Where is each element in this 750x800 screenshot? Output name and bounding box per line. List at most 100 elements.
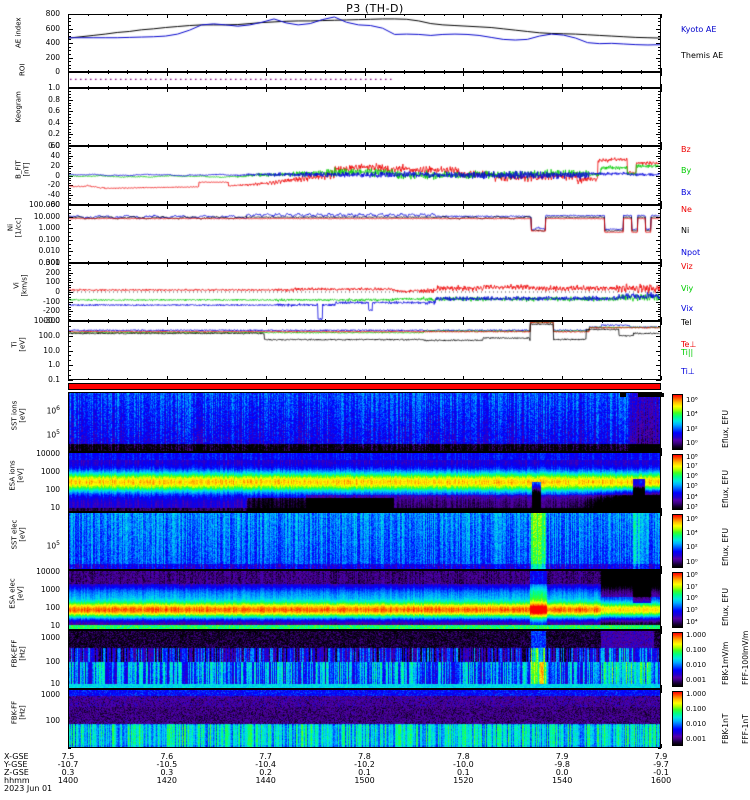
x-minor-tick — [542, 450, 543, 452]
x-minor-tick — [582, 70, 583, 72]
colorbar-tick: 10⁷ — [686, 462, 698, 471]
x-minor-tick — [127, 450, 128, 452]
colorbar-tick: 10⁸ — [686, 570, 698, 579]
x-minor-tick — [325, 568, 326, 570]
cb-esa-ion — [672, 454, 683, 510]
y-minor-tick — [68, 105, 71, 106]
x-minor-tick — [621, 144, 622, 146]
x-minor-tick — [365, 70, 366, 72]
x-minor-tick — [444, 450, 445, 452]
x-minor-tick — [108, 203, 109, 205]
x-minor-tick — [285, 88, 286, 90]
x-minor-tick — [384, 70, 385, 72]
x-minor-tick — [167, 628, 168, 630]
x-minor-tick — [404, 450, 405, 452]
y-minor-tick — [658, 105, 661, 106]
x-minor-tick — [246, 261, 247, 263]
y-axis-label-fbk_scf: FBK-FF [Hz] — [10, 700, 27, 724]
x-minor-tick — [641, 144, 642, 146]
x-minor-tick — [404, 319, 405, 321]
x-tick — [661, 570, 662, 574]
x-minor-tick — [523, 510, 524, 512]
x-minor-tick — [187, 70, 188, 72]
x-minor-tick — [384, 687, 385, 689]
axis-value: -10.4 — [255, 760, 276, 769]
x-minor-tick — [345, 70, 346, 72]
x-minor-tick — [68, 72, 69, 74]
x-minor-tick — [108, 378, 109, 380]
y-minor-tick — [68, 88, 71, 89]
colorbar-tick: 10⁴ — [686, 529, 698, 538]
y-minor-tick — [68, 392, 71, 393]
x-tick — [68, 512, 69, 516]
x-minor-tick — [226, 628, 227, 630]
x-minor-tick — [444, 319, 445, 321]
x-minor-tick — [562, 86, 563, 88]
x-minor-tick — [661, 88, 662, 90]
y-minor-tick — [658, 146, 661, 147]
x-minor-tick — [365, 203, 366, 205]
x-minor-tick — [602, 746, 603, 748]
y-minor-tick — [68, 263, 71, 264]
x-minor-tick — [503, 687, 504, 689]
x-minor-tick — [68, 14, 69, 16]
bfit-plot — [69, 147, 660, 204]
x-minor-tick — [384, 510, 385, 512]
x-minor-tick — [483, 378, 484, 380]
x-minor-tick — [246, 378, 247, 380]
x-minor-tick — [562, 203, 563, 205]
x-tick — [68, 689, 69, 693]
x-minor-tick — [365, 628, 366, 630]
x-minor-tick — [661, 205, 662, 207]
x-minor-tick — [108, 687, 109, 689]
x-minor-tick — [266, 510, 267, 512]
y-tick-label: 10000 — [36, 449, 60, 459]
x-minor-tick — [108, 450, 109, 452]
y-minor-tick — [658, 114, 661, 115]
y-minor-tick — [658, 14, 661, 15]
x-minor-tick — [444, 144, 445, 146]
y-tick-label: 0.4 — [48, 117, 60, 127]
x-minor-tick — [424, 510, 425, 512]
y-axis-label-keogram: Keogram — [14, 91, 23, 123]
x-minor-tick — [147, 687, 148, 689]
colorbar-tick: 0.001 — [686, 734, 707, 743]
y-axis-label-esa_ion: ESA ions [eV] — [8, 460, 25, 491]
x-minor-tick — [661, 70, 662, 72]
x-minor-tick — [285, 319, 286, 321]
x-tick — [68, 88, 69, 92]
x-minor-tick — [602, 144, 603, 146]
fbk-eff-spectrogram — [69, 631, 660, 688]
x-tick — [68, 392, 69, 396]
x-minor-tick — [246, 628, 247, 630]
x-minor-tick — [641, 70, 642, 72]
x-minor-tick — [621, 510, 622, 512]
colorbar-tick: 10⁴ — [686, 410, 698, 419]
fbk-scf-spectrogram — [69, 690, 660, 747]
y-minor-tick — [658, 321, 661, 322]
y-minor-tick — [68, 72, 71, 73]
x-minor-tick — [108, 510, 109, 512]
x-tick — [661, 512, 662, 516]
x-minor-tick — [285, 144, 286, 146]
x-tick — [661, 321, 662, 325]
x-minor-tick — [68, 144, 69, 146]
x-minor-tick — [661, 630, 662, 632]
x-minor-tick — [226, 70, 227, 72]
x-minor-tick — [266, 378, 267, 380]
y-minor-tick — [68, 137, 71, 138]
y-minor-tick — [68, 126, 71, 127]
x-minor-tick — [483, 261, 484, 263]
x-minor-tick — [345, 746, 346, 748]
colorbar-tick: 10⁴ — [686, 618, 698, 627]
x-minor-tick — [404, 378, 405, 380]
x-minor-tick — [444, 88, 445, 90]
y-tick-label: 10.0 — [43, 345, 60, 355]
x-tick — [68, 630, 69, 634]
x-minor-tick — [206, 628, 207, 630]
x-minor-tick — [542, 144, 543, 146]
x-minor-tick — [641, 88, 642, 90]
x-minor-tick — [187, 378, 188, 380]
x-minor-tick — [167, 687, 168, 689]
x-minor-tick — [206, 510, 207, 512]
